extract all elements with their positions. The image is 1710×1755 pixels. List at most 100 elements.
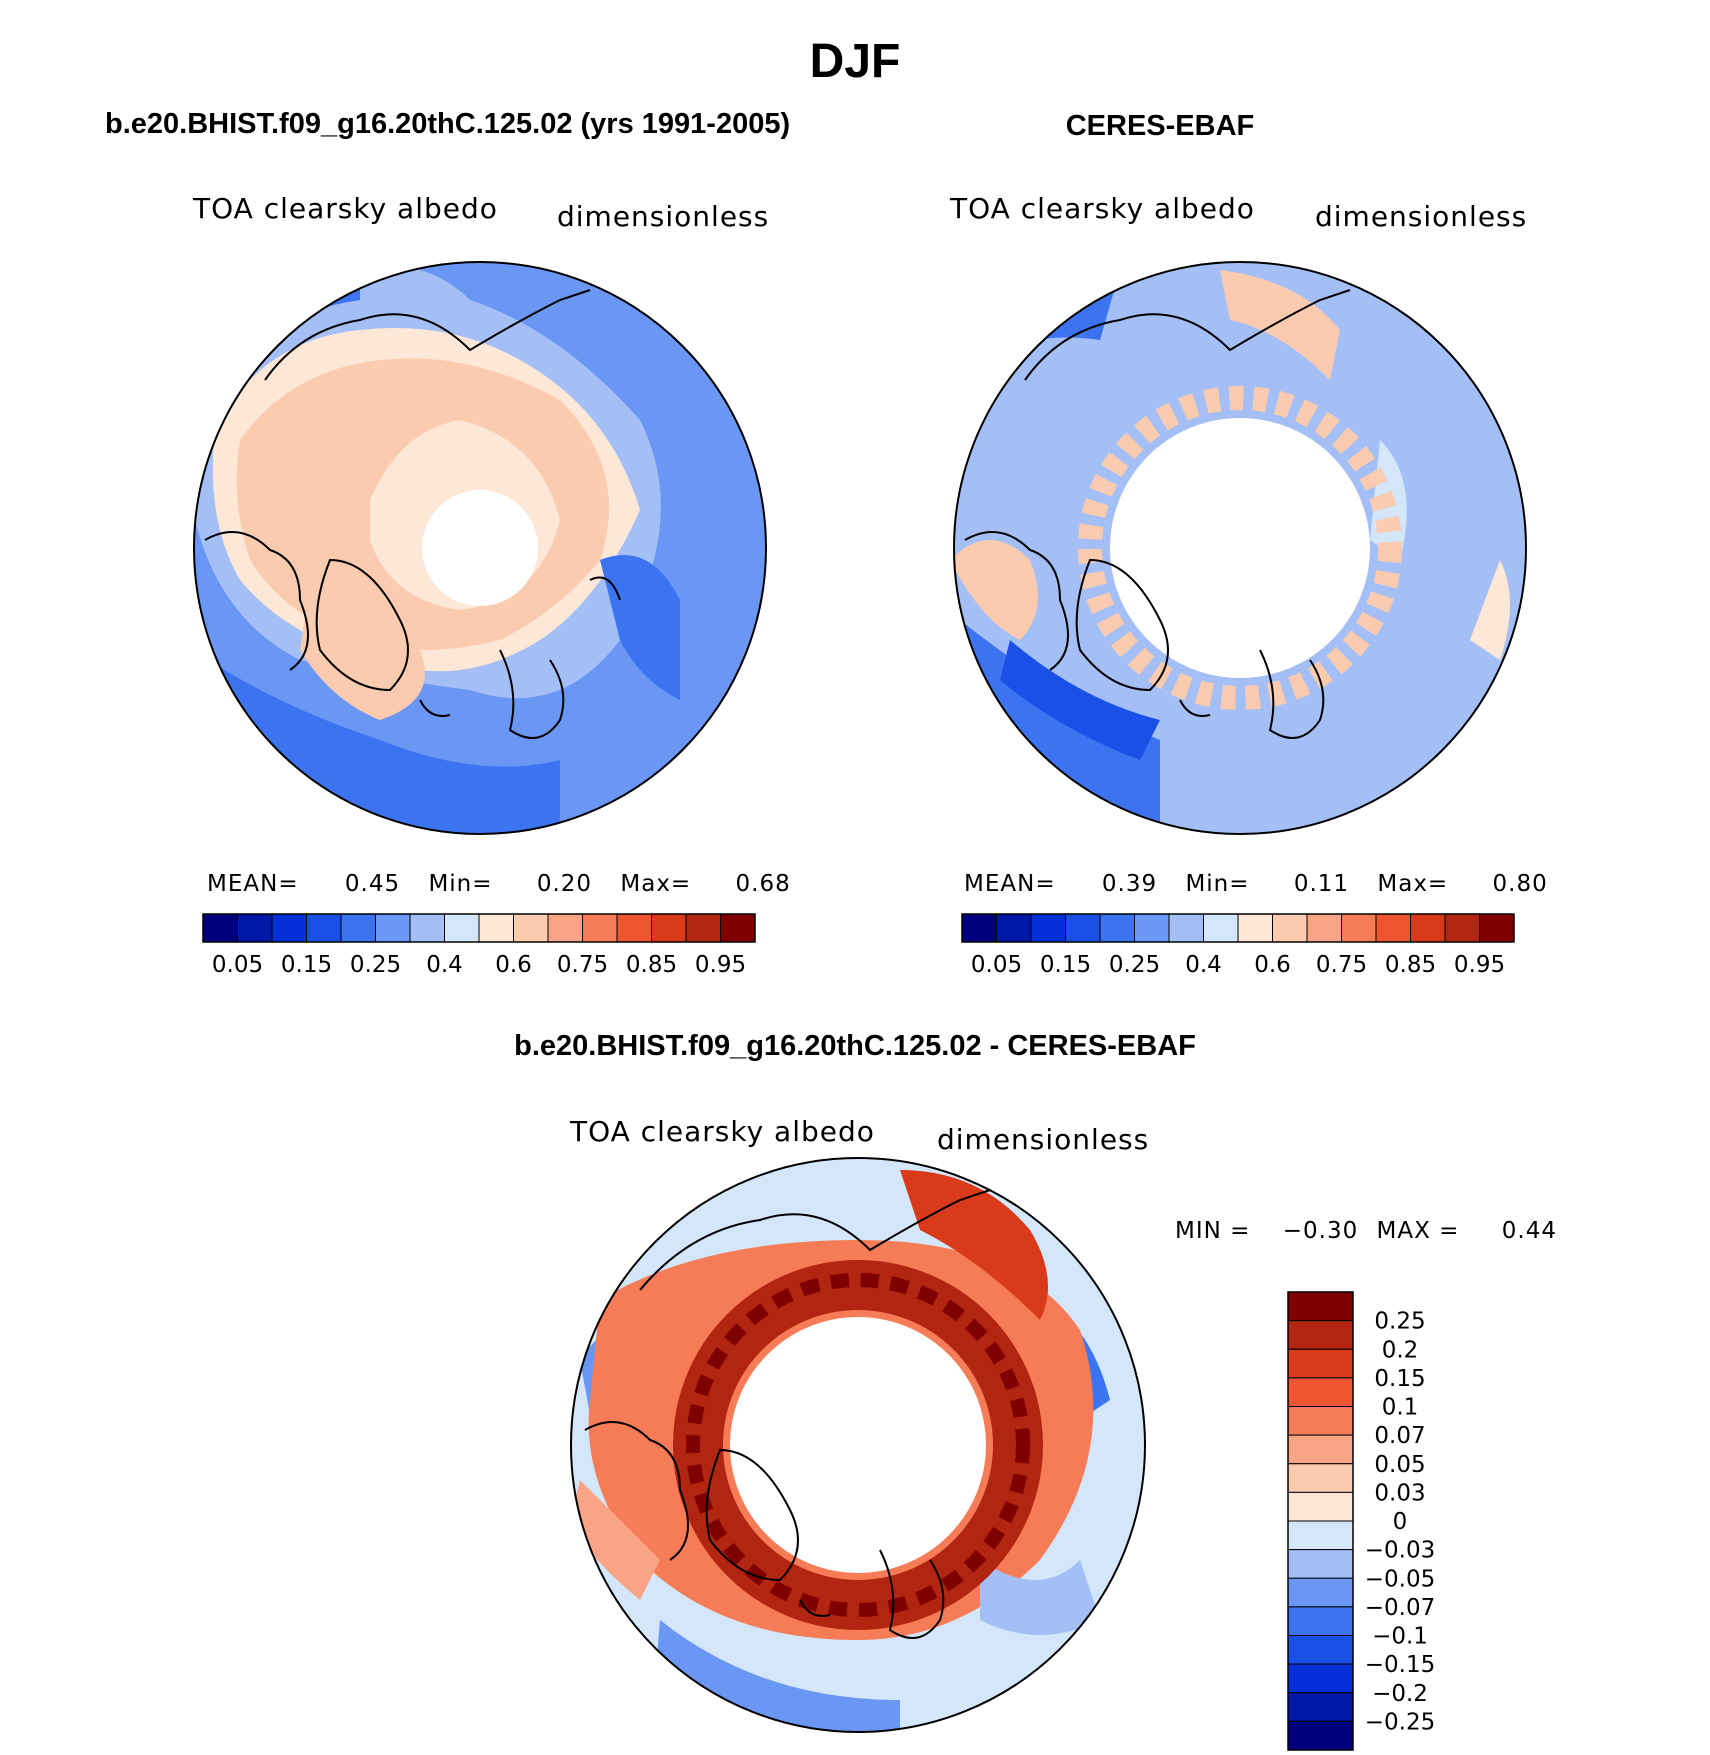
panel-3-colorbar-tick-label: 0.2: [1382, 1337, 1419, 1363]
panel-2-colorbar-swatch: [1203, 913, 1239, 943]
panel-1-title: b.e20.BHIST.f09_g16.20thC.125.02 (yrs 19…: [105, 108, 791, 140]
panel-3-max-label: MAX =: [1376, 1218, 1460, 1244]
panel-3-colorbar-swatch: [1287, 1720, 1354, 1751]
panel-1-colorbar-swatch: [340, 913, 376, 943]
panel-1-colorbar-tick-label: 0.75: [557, 952, 608, 978]
panel-2-title: CERES-EBAF: [1065, 110, 1255, 142]
panel-3-colorbar-swatch: [1287, 1520, 1354, 1551]
panel-2-colorbar-swatch: [1479, 913, 1515, 943]
panel-1-colorbar-frame: [202, 913, 756, 943]
panel-2-colorbar-swatch: [1375, 913, 1411, 943]
panel-1-mean-label: MEAN=: [207, 871, 299, 897]
panel-2-colorbar-swatch: [961, 913, 997, 943]
panel-1-max-value: 0.68: [735, 871, 791, 897]
panel-3-colorbar-swatch: [1287, 1320, 1354, 1350]
panel-3-colorbar-frame: [1287, 1291, 1354, 1751]
panel-3-colorbar-tick-label: −0.15: [1365, 1652, 1435, 1678]
panel-2-min-label: Min=: [1185, 871, 1250, 897]
panel-1-map: [193, 261, 767, 835]
panel-3-colorbar-tick-label: 0: [1393, 1509, 1408, 1535]
panel-2-colorbar-tick-label: 0.4: [1185, 952, 1222, 978]
panel-2-colorbar-frame: [961, 913, 1515, 943]
panel-1-colorbar-swatch: [651, 913, 687, 943]
panel-2-colorbar-tick-label: 0.95: [1454, 952, 1505, 978]
panel-1-colorbar-tick-label: 0.95: [695, 952, 746, 978]
panel-2-mean-label: MEAN=: [964, 871, 1056, 897]
panel-1-colorbar-swatch: [478, 913, 514, 943]
panel-3-colorbar-tick-label: 0.05: [1374, 1452, 1425, 1478]
panel-2-colorbar-swatch: [1099, 913, 1135, 943]
panel-1-colorbar-tick-label: 0.05: [212, 952, 263, 978]
panel-2-map: [953, 261, 1527, 835]
panel-3-min-label: MIN =: [1175, 1218, 1251, 1244]
panel-3-units-label: dimensionless: [937, 1123, 1150, 1156]
panel-3-colorbar-tick-label: 0.07: [1374, 1423, 1425, 1449]
panel-1-mean-value: 0.45: [344, 871, 401, 897]
panel-1-colorbar-tick-label: 0.25: [350, 952, 401, 978]
panel-2-colorbar-tick-label: 0.05: [971, 952, 1022, 978]
panel-1-colorbar-swatch: [444, 913, 480, 943]
panel-2-stats: MEAN= 0.39 Min= 0.11 Max= 0.80: [964, 871, 1548, 897]
panel-3-colorbar-tick-label: −0.25: [1365, 1709, 1435, 1735]
panel-3-stats: MIN = −0.30 MAX = 0.44: [1175, 1218, 1557, 1244]
panel-1-colorbar-swatch: [409, 913, 445, 943]
panel-3-colorbar-swatch: [1287, 1635, 1354, 1665]
panel-3-title: b.e20.BHIST.f09_g16.20thC.125.02 - CERES…: [514, 1030, 1196, 1062]
panel-3-colorbar-tick-label: 0.03: [1374, 1480, 1425, 1506]
panel-2-colorbar-swatch: [1306, 913, 1342, 943]
panel-3-colorbar-tick-label: 0.1: [1382, 1395, 1419, 1421]
panel-2-colorbar-tick-label: 0.85: [1385, 952, 1436, 978]
panel-1-colorbar-tick-label: 0.6: [495, 952, 532, 978]
panel-1-colorbar: 0.05 0.15 0.25 0.4 0.6 0.75 0.85 0.95: [202, 913, 756, 978]
panel-3-max-value: 0.44: [1501, 1218, 1557, 1244]
panel-1-max-label: Max=: [620, 871, 692, 897]
panel-2-colorbar-tick-label: 0.6: [1254, 952, 1291, 978]
panel-3-colorbar-tick-label: −0.03: [1365, 1538, 1435, 1564]
panel-1-colorbar-tick-label: 0.4: [426, 952, 463, 978]
panel-2-colorbar-tick-label: 0.25: [1109, 952, 1160, 978]
panel-2-mean-value: 0.39: [1101, 871, 1158, 897]
panel-1-stats: MEAN= 0.45 Min= 0.20 Max= 0.68: [207, 871, 791, 897]
panel-2-colorbar-swatch: [1030, 913, 1066, 943]
panel-3-colorbar-tick-label: −0.2: [1372, 1681, 1428, 1707]
panel-3-colorbar: 0.250.2 0.15 0.10.07 0.050.03 0 −0.03−0.05 −0.…: [1287, 1291, 1435, 1751]
panel-1-colorbar-swatch: [720, 913, 756, 943]
panel-1-colorbar-swatch: [582, 913, 618, 943]
panel-1-colorbar-tick-label: 0.85: [626, 952, 677, 978]
panel-2-colorbar-swatch: [1134, 913, 1170, 943]
panel-1-colorbar-tick-label: 0.15: [281, 952, 332, 978]
panel-1-colorbar-swatch: [375, 913, 411, 943]
panel-3-colorbar-tick-label: 0.25: [1374, 1309, 1425, 1335]
panel-1-variable-label: TOA clearsky albedo: [193, 192, 498, 225]
panel-1-colorbar-swatch: [237, 913, 273, 943]
panel-2-colorbar-swatch: [996, 913, 1032, 943]
panel-1-colorbar-swatch: [271, 913, 307, 943]
panel-3-colorbar-swatch: [1287, 1291, 1354, 1322]
panel-2-colorbar-swatch: [1341, 913, 1377, 943]
panel-2-variable-label: TOA clearsky albedo: [950, 192, 1255, 225]
panel-3-colorbar-swatch: [1287, 1406, 1354, 1436]
panel-3-variable-label: TOA clearsky albedo: [570, 1115, 875, 1148]
panel-3-colorbar-tick-label: −0.05: [1365, 1566, 1435, 1592]
panel-3-colorbar-swatch: [1287, 1434, 1354, 1465]
panel-2-colorbar-swatch: [1444, 913, 1480, 943]
panel-2-colorbar-swatch: [1168, 913, 1204, 943]
panel-3-colorbar-swatch: [1287, 1606, 1354, 1636]
panel-3-colorbar-swatch: [1287, 1692, 1354, 1722]
panel-1-colorbar-swatch: [547, 913, 583, 943]
panel-2-max-value: 0.80: [1492, 871, 1548, 897]
panel-2-colorbar-swatch: [1065, 913, 1101, 943]
panel-2-max-label: Max=: [1377, 871, 1449, 897]
panel-3-colorbar-swatch: [1287, 1348, 1354, 1379]
panel-3-colorbar-swatch: [1287, 1463, 1354, 1493]
panel-3-colorbar-tick-label: −0.07: [1365, 1595, 1435, 1621]
panel-1-min-value: 0.20: [536, 871, 593, 897]
panel-2-colorbar-tick-label: 0.15: [1040, 952, 1091, 978]
panel-2-min-value: 0.11: [1293, 871, 1350, 897]
figure-title: DJF: [809, 35, 901, 88]
panel-2-colorbar-tick-label: 0.75: [1316, 952, 1367, 978]
panel-2-colorbar: 0.05 0.15 0.25 0.4 0.6 0.75 0.85 0.95: [961, 913, 1515, 978]
panel-3-colorbar-tick-label: −0.1: [1372, 1624, 1428, 1650]
panel-1-colorbar-swatch: [306, 913, 342, 943]
